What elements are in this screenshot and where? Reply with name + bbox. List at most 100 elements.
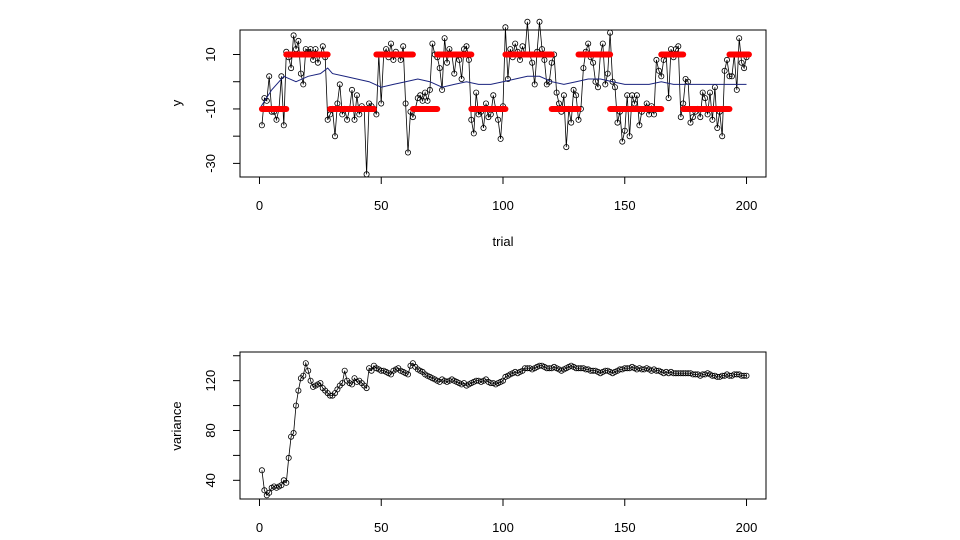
data-point [599,40,606,47]
data-point [273,116,280,123]
data-point [495,116,502,123]
data-point [568,119,575,126]
data-point [504,76,511,83]
data-point [297,70,304,77]
data-point [724,56,731,63]
data-point [344,116,351,123]
data-point [687,119,694,126]
data-point [573,92,580,99]
y-tick-label: 120 [203,370,218,392]
data-point [726,73,733,80]
data-point [602,81,609,88]
data-point [473,89,480,96]
data-point [258,467,265,474]
y-tick-label: 80 [203,423,218,437]
data-point [261,487,268,494]
data-point [373,111,380,118]
data-point [387,40,394,47]
data-point [307,377,314,384]
data-point [560,92,567,99]
data-point [741,372,748,379]
x-tick-label: 50 [374,198,388,213]
data-point [266,489,273,496]
data-point [443,59,450,66]
data-point [655,67,662,74]
data-point [607,29,614,36]
data-point [295,37,302,44]
data-point [595,84,602,91]
data-point [266,73,273,80]
data-point [699,89,706,96]
data-point [531,81,538,88]
data-point [400,43,407,50]
x-tick-label: 50 [374,520,388,535]
data-point [590,59,597,66]
data-point [480,125,487,132]
data-point [697,114,704,121]
data-point [707,89,714,96]
data-point [721,67,728,74]
data-point [424,97,431,104]
data-point [436,65,443,72]
data-point [490,92,497,99]
data-point [290,429,297,436]
data-point [458,76,465,83]
data-point [300,372,307,379]
data-point [378,100,385,107]
data-point [604,70,611,77]
data-point [324,116,331,123]
data-point [292,402,299,409]
data-point [409,114,416,121]
data-point [319,43,326,50]
data-point [709,116,716,123]
data-point [280,122,287,129]
data-point [626,133,633,140]
data-point [609,78,616,85]
data-point [331,133,338,140]
data-point [351,116,358,123]
x-tick-label: 200 [736,198,758,213]
plot-frame [239,351,767,500]
data-point [612,84,619,91]
data-point [633,92,640,99]
data-point [719,133,726,140]
x-tick-label: 200 [736,520,758,535]
running-mean-line [259,67,747,110]
data-point [283,479,290,486]
data-point [619,138,626,145]
x-tick-label: 150 [614,520,636,535]
data-point [404,149,411,156]
data-point [658,73,665,80]
x-tick-label: 150 [614,198,636,213]
data-point [675,43,682,50]
data-point [519,43,526,50]
data-point [741,65,748,72]
data-point [426,86,433,93]
data-point [548,59,555,66]
data-point [553,89,560,96]
data-point [404,371,411,378]
data-point [317,380,324,387]
data-point [285,454,292,461]
data-point [563,144,570,151]
data-point [278,482,285,489]
data-point [502,24,509,31]
data-point [714,125,721,132]
data-point [305,367,312,374]
data-point [341,367,348,374]
data-point [348,381,355,388]
data-point [470,130,477,137]
data-point [585,40,592,47]
data-point [497,135,504,142]
variance-plot: 0 50 100 150 200 40 80 120 variance [169,351,767,535]
data-point [353,92,360,99]
data-point [422,89,429,96]
data-point [417,92,424,99]
data-point [665,95,672,102]
y-tick-label: -30 [203,154,218,173]
x-tick-label: 100 [492,198,514,213]
data-point [288,65,295,72]
x-tick-label: 0 [256,198,263,213]
x-tick-label: 0 [256,520,263,535]
